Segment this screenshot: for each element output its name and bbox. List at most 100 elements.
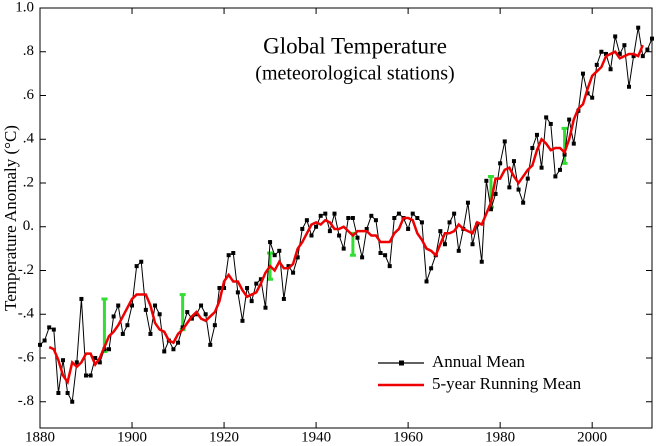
data-point [521, 200, 526, 205]
data-point [631, 54, 636, 59]
data-point [88, 373, 93, 378]
data-point [249, 299, 254, 304]
data-point [332, 211, 337, 216]
data-point [599, 49, 604, 54]
x-tick-label: 1920 [209, 429, 239, 445]
legend-label: Annual Mean [432, 352, 526, 371]
legend-label: 5-year Running Mean [432, 374, 582, 393]
data-point [272, 253, 277, 258]
data-point [337, 233, 342, 238]
data-point [373, 218, 378, 223]
data-point [79, 296, 84, 301]
data-point [61, 358, 66, 363]
data-point [419, 220, 424, 225]
data-point [502, 139, 507, 144]
data-point [498, 161, 503, 166]
data-point [645, 47, 650, 52]
data-point [447, 220, 452, 225]
data-point [51, 327, 56, 332]
plot-frame [39, 7, 653, 429]
data-point [640, 54, 645, 59]
data-point [231, 251, 236, 255]
data-point [392, 216, 397, 220]
data-point [484, 178, 489, 183]
data-point [396, 211, 401, 216]
data-point [107, 347, 112, 352]
x-tick-label: 1980 [485, 429, 515, 445]
data-point [148, 331, 153, 336]
data-point [84, 373, 89, 378]
data-point [38, 342, 42, 347]
data-point [603, 51, 608, 56]
data-point [120, 331, 125, 336]
y-tick-label: -.6 [18, 349, 35, 365]
data-point [130, 303, 135, 308]
data-point [622, 43, 627, 48]
chart-subtitle: (meteorological stations) [255, 63, 454, 85]
data-point [134, 264, 139, 269]
data-point [245, 286, 250, 290]
y-tick-label: .4 [23, 131, 35, 147]
data-point [415, 216, 420, 220]
x-tick-label: 1900 [117, 429, 147, 445]
data-point [360, 255, 365, 260]
data-point [608, 67, 613, 72]
data-point [470, 242, 475, 247]
data-point [438, 229, 443, 234]
data-point [194, 312, 199, 317]
data-point [203, 312, 208, 317]
data-point [378, 251, 383, 255]
data-point [180, 325, 185, 330]
data-point [553, 174, 558, 179]
x-tick-label: 2000 [577, 429, 607, 445]
data-point [327, 229, 332, 234]
data-point [557, 167, 562, 172]
data-point [258, 277, 263, 282]
data-point [208, 342, 213, 347]
data-point [93, 356, 98, 360]
data-point [263, 305, 268, 310]
data-point [585, 91, 590, 96]
data-point [226, 253, 231, 258]
data-point [369, 213, 374, 218]
x-tick-label: 1960 [393, 429, 423, 445]
data-point [534, 132, 539, 137]
data-point [235, 290, 240, 295]
data-point [300, 226, 305, 231]
data-point [254, 281, 259, 286]
data-point [139, 259, 144, 264]
data-point [125, 323, 130, 328]
y-tick-label: .2 [23, 174, 34, 190]
data-point [364, 226, 369, 231]
data-point [277, 248, 282, 253]
data-point [286, 264, 291, 269]
error-bar [561, 126, 568, 165]
data-point [493, 191, 498, 196]
data-point [295, 255, 300, 260]
data-point [268, 240, 273, 245]
data-point [613, 34, 618, 39]
data-point [185, 310, 190, 315]
data-point [74, 360, 79, 365]
data-point [143, 307, 148, 312]
data-point [406, 226, 411, 231]
data-point [479, 259, 484, 264]
y-tick-label: .6 [23, 87, 35, 103]
x-tick-label: 1880 [25, 429, 55, 445]
data-point [442, 242, 447, 247]
y-axis-title: Temperature Anomaly (°C) [1, 125, 20, 311]
data-point [42, 338, 47, 343]
data-point [222, 286, 227, 290]
data-point [157, 312, 162, 317]
data-point [544, 115, 549, 120]
data-point [240, 318, 245, 323]
data-point [429, 266, 434, 271]
data-point [65, 391, 70, 395]
legend-marker [399, 360, 404, 366]
data-point [304, 218, 309, 223]
data-point [571, 141, 576, 146]
data-point [548, 121, 553, 126]
data-point [594, 62, 599, 67]
